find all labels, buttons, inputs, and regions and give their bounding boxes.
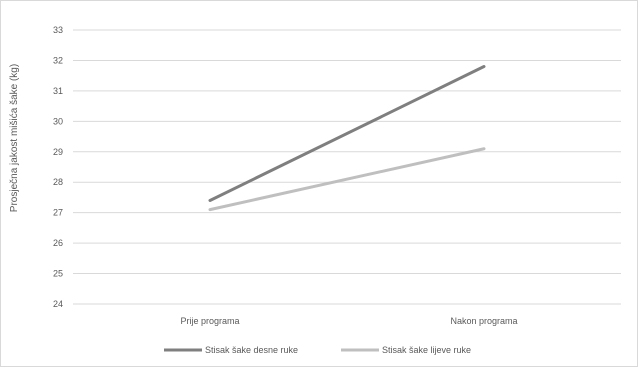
series-lines xyxy=(208,65,486,212)
x-axis-ticks: Prije programa Nakon programa xyxy=(180,316,517,326)
y-tick-label: 31 xyxy=(53,86,63,96)
y-tick-label: 29 xyxy=(53,147,63,157)
series-line-2 xyxy=(208,147,486,212)
x-tick-label: Nakon programa xyxy=(450,316,517,326)
y-axis-ticks: 24 25 26 27 28 29 30 31 32 33 xyxy=(53,25,63,309)
series-line-1 xyxy=(208,65,486,202)
y-tick-label: 33 xyxy=(53,25,63,35)
legend: Stisak šake desne ruke Stisak šake lijeve… xyxy=(164,345,471,355)
x-tick-label: Prije programa xyxy=(180,316,239,326)
y-tick-label: 25 xyxy=(53,269,63,279)
y-tick-label: 30 xyxy=(53,116,63,126)
y-tick-label: 24 xyxy=(53,299,63,309)
legend-label-1: Stisak šake desne ruke xyxy=(205,345,298,355)
legend-label-2: Stisak šake lijeve ruke xyxy=(382,345,471,355)
y-tick-label: 28 xyxy=(53,177,63,187)
gridlines xyxy=(73,29,621,305)
y-tick-label: 27 xyxy=(53,208,63,218)
y-tick-label: 32 xyxy=(53,55,63,65)
y-tick-label: 26 xyxy=(53,238,63,248)
y-axis-label: Prosječna jakost mišića šake (kg) xyxy=(9,64,20,212)
